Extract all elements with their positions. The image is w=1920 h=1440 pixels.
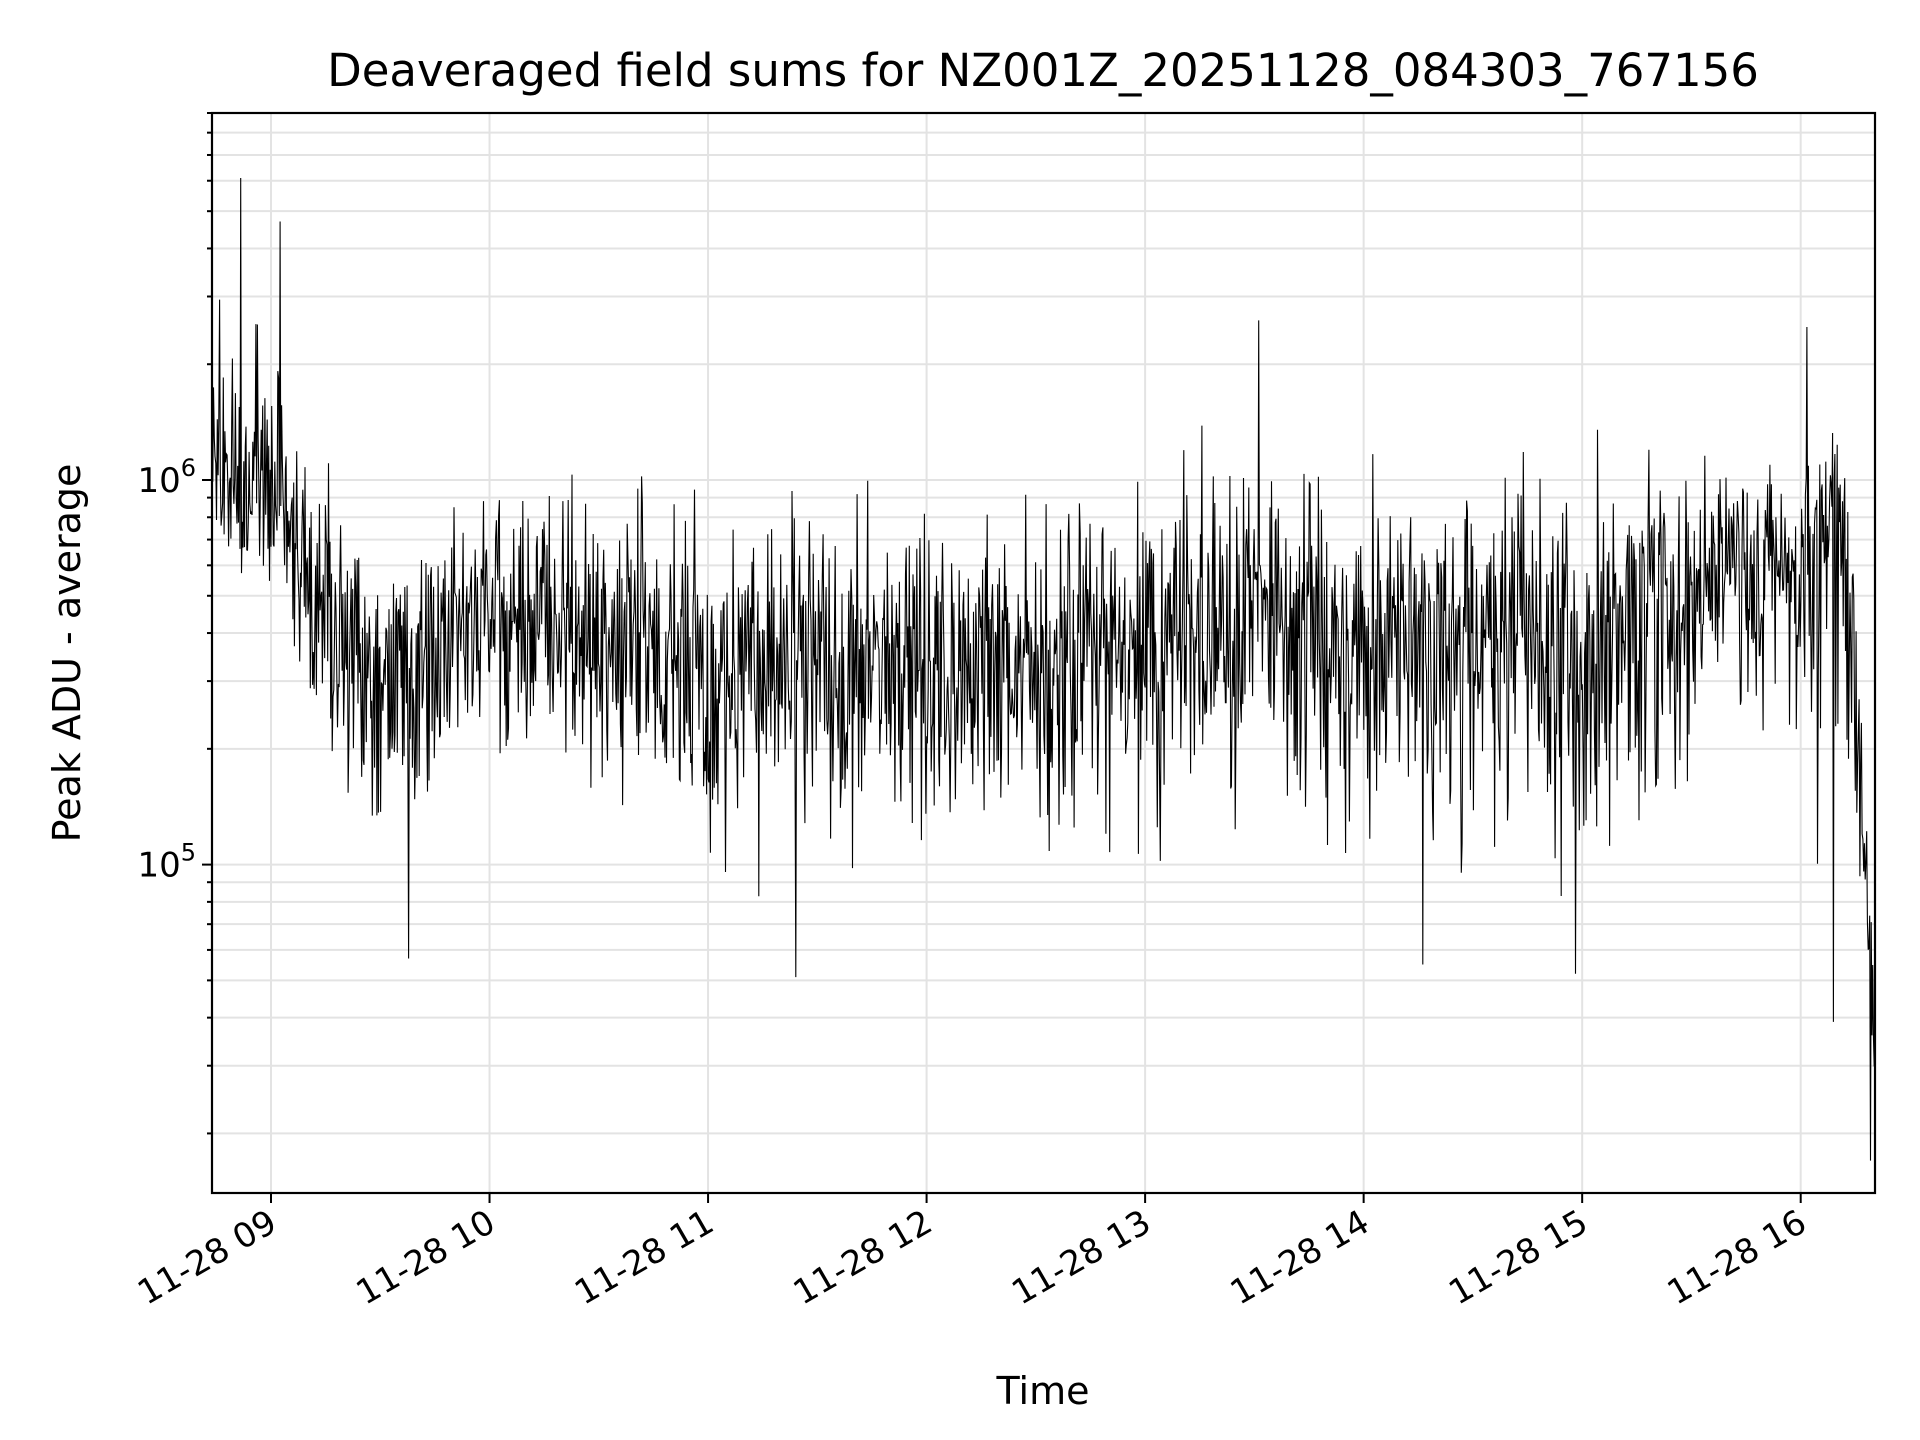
- plot-area-frame: [210, 111, 1877, 1195]
- y-tick-label-exponent: 6: [181, 454, 196, 482]
- y-tick-label: 106: [137, 454, 196, 501]
- y-axis-label: Peak ADU - average: [45, 464, 89, 843]
- chart-title: Deaveraged field sums for NZ001Z_2025112…: [327, 44, 1759, 97]
- series-line: [211, 177, 1876, 1161]
- series-layer: [211, 177, 1876, 1161]
- y-tick-label-base: 10: [137, 461, 180, 501]
- y-tick-label-exponent: 5: [181, 839, 196, 867]
- x-axis-label: Time: [996, 1369, 1090, 1413]
- y-tick-label-base: 10: [137, 846, 180, 886]
- y-tick-label: 105: [137, 839, 196, 886]
